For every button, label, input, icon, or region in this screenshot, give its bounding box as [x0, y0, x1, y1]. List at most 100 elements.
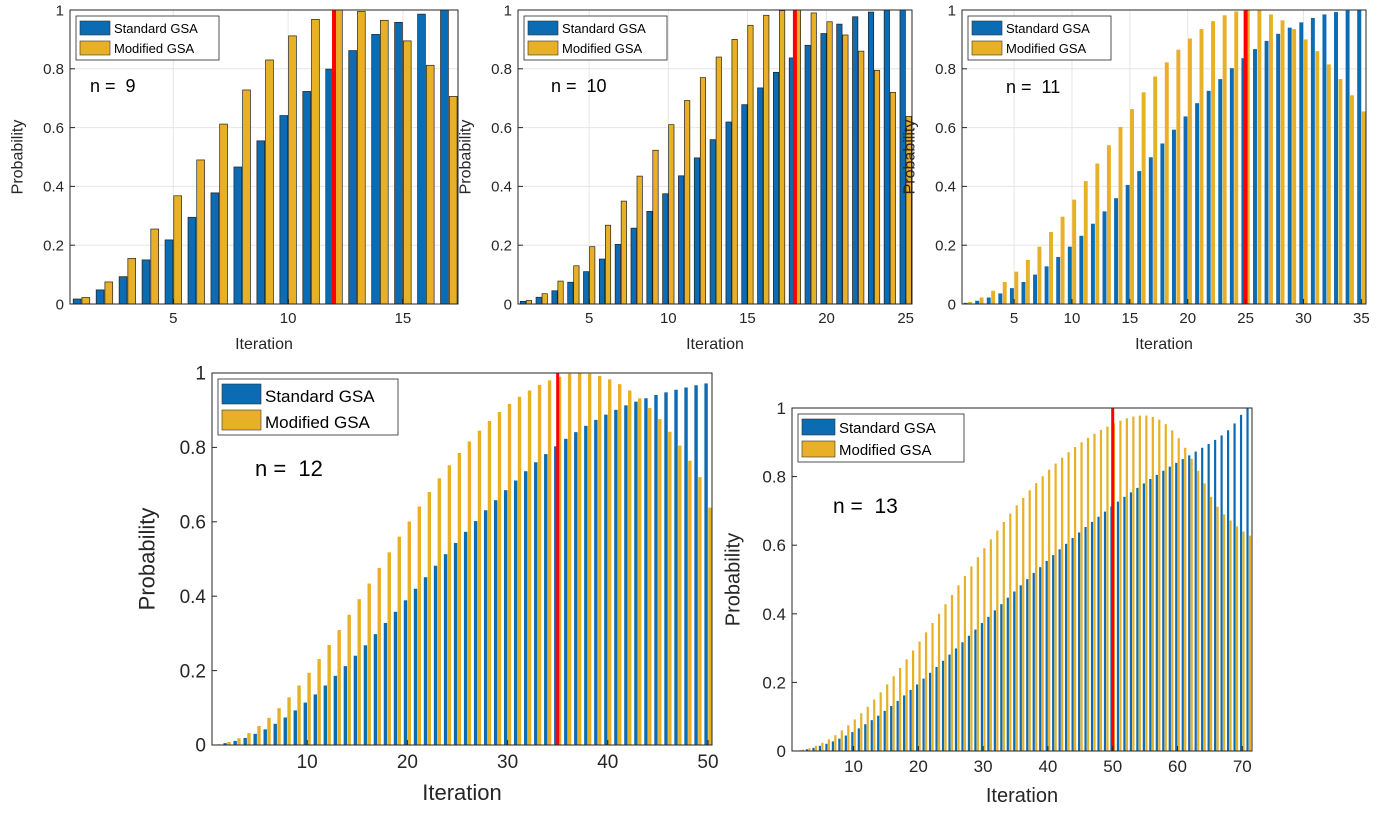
bar — [980, 623, 983, 751]
bar — [541, 293, 548, 305]
y-tick-label: 0 — [195, 736, 206, 757]
bar — [957, 585, 960, 751]
bar — [417, 13, 426, 305]
x-tick-label: 40 — [1038, 757, 1057, 776]
bar — [1123, 496, 1126, 751]
bar — [1032, 572, 1035, 751]
bar — [1009, 288, 1014, 304]
bar — [708, 507, 712, 745]
bar — [858, 50, 865, 305]
y-axis-label: Probability — [10, 120, 27, 195]
bar — [1160, 143, 1165, 304]
bar — [537, 384, 542, 745]
y-tick-label: 0.8 — [935, 61, 956, 78]
bar — [1220, 435, 1223, 751]
bar — [1145, 415, 1148, 751]
bar — [487, 420, 492, 745]
bar — [1067, 452, 1070, 751]
bar — [433, 565, 438, 745]
bar — [1253, 49, 1257, 304]
bar — [353, 655, 358, 745]
legend-label: Modified GSA — [839, 442, 932, 459]
bar — [1026, 579, 1029, 751]
bar — [931, 623, 934, 751]
bar — [1080, 442, 1083, 751]
bar — [1114, 198, 1119, 304]
bar — [567, 281, 574, 305]
bar — [1041, 476, 1044, 751]
x-tick-label: 20 — [818, 310, 835, 327]
x-tick-label: 20 — [1179, 310, 1196, 327]
bar — [567, 373, 572, 745]
bar — [287, 697, 291, 745]
bar — [527, 390, 532, 745]
bar — [267, 717, 271, 745]
bar — [337, 630, 341, 745]
x-tick-label: 50 — [1103, 757, 1122, 776]
bar — [577, 373, 582, 745]
bar — [991, 290, 996, 304]
bar — [1175, 462, 1178, 751]
bar — [1083, 181, 1088, 304]
legend-label: Standard GSA — [1006, 21, 1090, 36]
bar — [383, 622, 388, 745]
bar — [1206, 90, 1211, 304]
bar — [1218, 79, 1223, 304]
bar — [544, 454, 548, 745]
bar — [694, 385, 698, 745]
bar — [357, 11, 366, 305]
bar — [1181, 459, 1184, 751]
bar — [1048, 469, 1051, 751]
bar — [233, 740, 237, 745]
bar — [394, 21, 403, 305]
x-tick-label: 5 — [169, 310, 177, 327]
bar — [1334, 12, 1338, 304]
x-tick-label: 15 — [1122, 310, 1139, 327]
bar — [279, 115, 288, 305]
bar — [1164, 424, 1167, 751]
y-tick-label: 0.4 — [180, 587, 207, 608]
bar — [534, 462, 538, 745]
bar — [493, 500, 498, 745]
bar — [1199, 29, 1204, 305]
bar — [654, 394, 658, 745]
bar — [1118, 127, 1123, 305]
bar — [812, 747, 815, 751]
bar — [864, 724, 867, 751]
bar — [826, 21, 833, 305]
bar — [1207, 444, 1210, 751]
bar — [417, 506, 422, 745]
y-axis-label: Probability — [902, 120, 919, 195]
bar — [805, 749, 809, 751]
legend-label: Modified GSA — [562, 41, 643, 56]
bar — [821, 742, 824, 751]
y-tick-label: 1 — [777, 399, 786, 418]
bar — [557, 376, 562, 745]
bar — [620, 200, 627, 305]
bar — [916, 684, 919, 751]
y-tick-label: 0.8 — [43, 61, 64, 78]
bar — [896, 700, 899, 751]
bar — [1099, 429, 1103, 751]
bar — [1137, 171, 1142, 304]
bar — [773, 71, 780, 305]
legend-swatch — [79, 20, 111, 36]
bar — [467, 441, 472, 745]
bar — [853, 719, 856, 751]
bar — [604, 414, 608, 745]
x-tick-label: 10 — [280, 310, 297, 327]
bar — [463, 531, 468, 745]
bar — [525, 300, 532, 305]
bar — [517, 396, 522, 745]
bar — [164, 239, 174, 305]
bar — [503, 490, 508, 745]
bar — [834, 735, 837, 751]
bar — [967, 635, 971, 751]
bar — [1039, 567, 1042, 751]
bar — [1357, 10, 1362, 304]
legend-swatch — [801, 440, 836, 458]
bar — [104, 281, 114, 305]
bar — [1195, 103, 1200, 304]
bar — [1214, 439, 1217, 751]
bar — [968, 301, 972, 304]
